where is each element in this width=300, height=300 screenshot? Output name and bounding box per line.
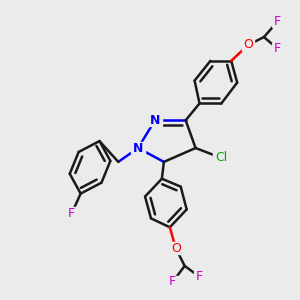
Text: F: F: [274, 15, 281, 28]
Bar: [66, 208, 78, 219]
Bar: [131, 142, 145, 154]
Bar: [148, 114, 162, 126]
Text: Cl: Cl: [215, 152, 227, 164]
Text: O: O: [243, 38, 253, 52]
Bar: [272, 43, 284, 55]
Bar: [170, 242, 182, 254]
Bar: [272, 15, 284, 27]
Text: F: F: [68, 207, 75, 220]
Bar: [167, 276, 179, 288]
Text: F: F: [196, 270, 203, 283]
Text: N: N: [133, 142, 143, 154]
Text: F: F: [274, 42, 281, 56]
Bar: [242, 39, 254, 51]
Text: O: O: [171, 242, 181, 255]
Bar: [194, 271, 206, 283]
Text: F: F: [169, 275, 176, 288]
Text: N: N: [150, 114, 160, 127]
Bar: [213, 152, 229, 164]
